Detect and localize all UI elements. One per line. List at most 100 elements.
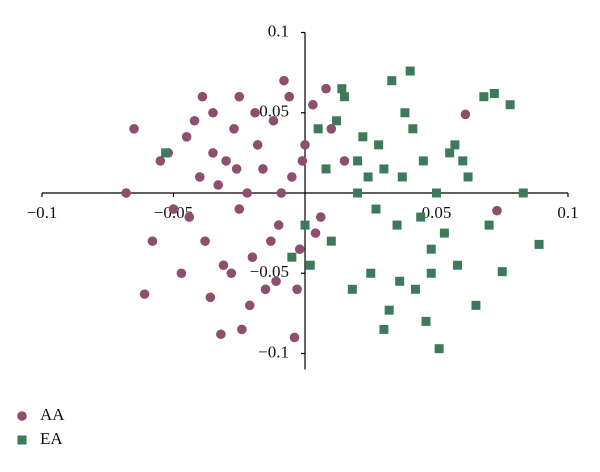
point [195, 172, 205, 182]
point [353, 188, 363, 198]
point [300, 220, 310, 230]
point [489, 88, 499, 98]
point [305, 260, 315, 270]
point [260, 284, 271, 295]
point [297, 156, 308, 166]
point [392, 220, 402, 230]
y-tick-label: −0.1 [258, 342, 289, 361]
point [439, 228, 449, 238]
point [366, 268, 376, 278]
point [321, 83, 331, 94]
point [287, 172, 297, 182]
point [374, 140, 384, 150]
point [371, 204, 381, 214]
point [237, 324, 247, 335]
point [458, 156, 468, 166]
point [326, 236, 336, 246]
point [273, 220, 284, 230]
point [189, 115, 200, 126]
x-tick-label: 0.05 [422, 203, 452, 222]
point [161, 148, 171, 158]
point [247, 252, 258, 262]
point [347, 284, 357, 294]
point [147, 236, 158, 246]
point [418, 156, 428, 166]
point [284, 91, 295, 102]
point [363, 172, 373, 182]
point [395, 276, 405, 286]
point [426, 244, 436, 254]
point [326, 124, 337, 134]
x-tick-label: 0.1 [557, 203, 578, 222]
point [250, 107, 260, 118]
point [292, 284, 302, 295]
point [294, 244, 305, 254]
point [410, 284, 420, 294]
point [208, 107, 218, 118]
point [332, 116, 342, 126]
point [384, 305, 394, 315]
point [358, 132, 368, 142]
point [405, 66, 415, 76]
point [176, 268, 187, 279]
point [416, 212, 426, 222]
y-tick-label: 0.1 [268, 21, 289, 40]
point [471, 300, 481, 310]
y-tick-label: 0.05 [259, 102, 289, 121]
point [479, 92, 489, 102]
point [181, 132, 192, 142]
point [231, 164, 242, 174]
point [216, 329, 226, 340]
point [313, 124, 323, 134]
point [229, 124, 239, 134]
legend-marker [17, 435, 27, 445]
legend-label: AA [40, 405, 65, 424]
point [279, 75, 289, 86]
point [450, 140, 460, 150]
point [379, 164, 389, 174]
point [289, 332, 300, 343]
point [315, 212, 326, 222]
point [242, 188, 252, 198]
point [184, 212, 195, 222]
legend-label: EA [40, 429, 63, 448]
point [339, 92, 349, 102]
point [432, 188, 441, 198]
point [168, 204, 179, 214]
x-tick-label: −0.1 [27, 203, 58, 222]
point [445, 148, 455, 158]
point [505, 100, 515, 110]
point [408, 124, 418, 134]
point [497, 267, 507, 277]
point [155, 156, 166, 166]
point [287, 252, 297, 262]
point [397, 172, 407, 182]
point [244, 300, 255, 311]
point [200, 236, 210, 246]
point [218, 260, 229, 271]
point [266, 236, 276, 246]
point [221, 156, 231, 166]
point [426, 268, 436, 278]
point [252, 140, 263, 150]
point [208, 148, 218, 158]
point [534, 239, 544, 249]
point [300, 140, 310, 150]
point [460, 109, 471, 120]
point [337, 84, 347, 94]
point [339, 156, 350, 166]
y-tick-label: −0.05 [250, 262, 289, 281]
point [129, 124, 139, 134]
point [139, 289, 150, 299]
point [492, 205, 502, 216]
point [276, 188, 287, 198]
point [205, 292, 216, 303]
point [400, 108, 410, 118]
point [321, 164, 331, 174]
point [121, 188, 131, 198]
point [453, 260, 463, 270]
point [197, 91, 208, 102]
legend-marker [17, 411, 27, 421]
point [387, 76, 397, 86]
point [484, 220, 494, 230]
